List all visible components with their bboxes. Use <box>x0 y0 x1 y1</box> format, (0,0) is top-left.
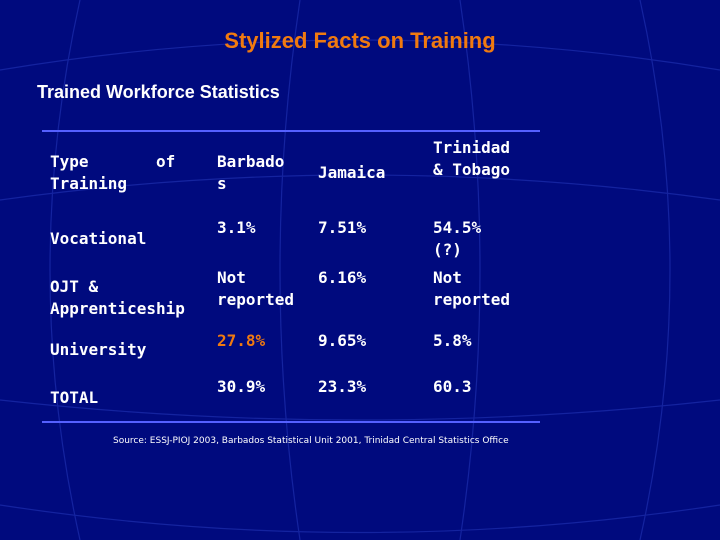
page-subtitle: Trained Workforce Statistics <box>37 82 280 102</box>
row-label: University <box>50 340 147 359</box>
cell-jamaica: 6.16% <box>318 268 367 287</box>
row-label: Vocational <box>50 229 147 248</box>
page-title: Stylized Facts on Training <box>224 28 496 53</box>
cell-jamaica: 9.65% <box>318 331 367 350</box>
source-note: Source: ESSJ-PIOJ 2003, Barbados Statist… <box>113 436 509 446</box>
cell-barbados: 30.9% <box>217 377 266 396</box>
cell-jamaica: 23.3% <box>318 377 367 396</box>
header-trinidad-tobago: Trinidad & Tobago <box>433 138 511 179</box>
row-label: TOTAL <box>50 388 99 407</box>
cell-trinidad-tobago: Not reported <box>433 268 511 309</box>
row-label: OJT & Apprenticeship <box>50 277 185 318</box>
header-barbados: Barbado s <box>217 152 285 193</box>
cell-trinidad-tobago: 60.3 <box>433 377 472 396</box>
table-bottom-rule <box>42 421 540 423</box>
header-jamaica: Jamaica <box>318 163 386 182</box>
cell-barbados: 3.1% <box>217 218 256 237</box>
header-type: Type of Training <box>50 152 176 193</box>
cell-trinidad-tobago: 54.5% (?) <box>433 218 482 259</box>
cell-barbados: Not reported <box>217 268 295 309</box>
cell-barbados: 27.8% <box>217 331 266 350</box>
cell-jamaica: 7.51% <box>318 218 367 237</box>
cell-trinidad-tobago: 5.8% <box>433 331 472 350</box>
table-top-rule <box>42 130 540 132</box>
